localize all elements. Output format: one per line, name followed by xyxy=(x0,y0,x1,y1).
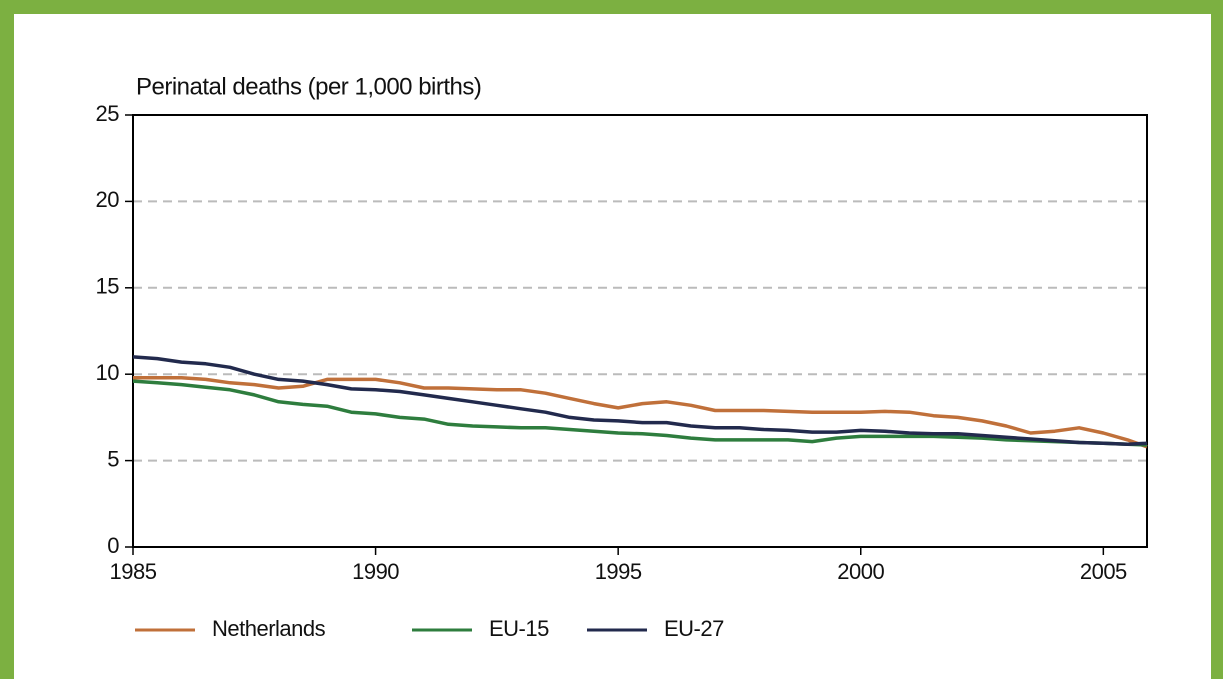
x-tick-label: 1995 xyxy=(595,559,642,584)
x-tick-label: 1985 xyxy=(110,559,157,584)
x-tick-label: 2005 xyxy=(1080,559,1127,584)
y-tick-label: 5 xyxy=(107,446,119,471)
y-axis-title: Perinatal deaths (per 1,000 births) xyxy=(136,73,481,100)
legend-label: Netherlands xyxy=(212,616,326,641)
plot-frame xyxy=(132,114,1148,548)
y-tick-label: 20 xyxy=(96,187,120,212)
series-line xyxy=(132,355,1148,446)
x-tick-label: 1990 xyxy=(352,559,399,584)
legend-label: EU-27 xyxy=(664,616,724,641)
y-tick-label: 10 xyxy=(96,360,120,385)
y-tick-label: 0 xyxy=(107,533,119,558)
series-line xyxy=(132,379,1148,447)
x-tick-label: 2000 xyxy=(837,559,884,584)
legend-label: EU-15 xyxy=(489,616,549,641)
y-tick-label: 25 xyxy=(96,101,120,126)
series-line xyxy=(133,375,1148,449)
y-tick-label: 15 xyxy=(96,274,120,299)
chart-background xyxy=(14,14,1211,679)
